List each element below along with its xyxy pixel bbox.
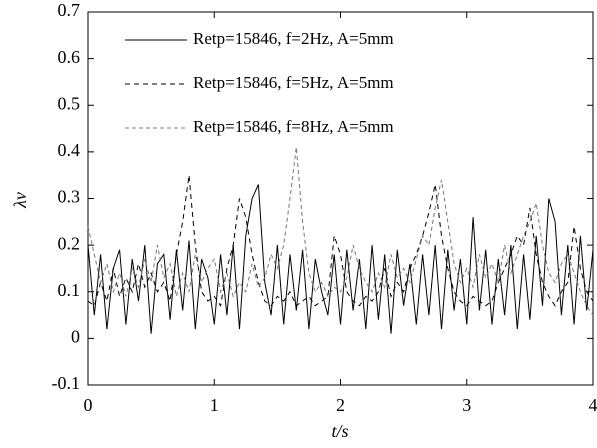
y-tick-label: 0.6: [58, 47, 81, 67]
x-tick-label: 0: [84, 395, 93, 415]
y-tick-label: 0.3: [58, 187, 81, 207]
y-tick-label: 0.2: [58, 233, 81, 253]
y-tick-label: 0.7: [58, 0, 81, 20]
y-tick-label: -0.1: [52, 373, 81, 393]
legend-label: Retp=15846, f=8Hz, A=5mm: [193, 117, 394, 136]
x-axis-label: t/s: [331, 421, 348, 441]
y-tick-label: 0.5: [58, 93, 81, 113]
y-axis-label: λv: [10, 192, 30, 209]
x-tick-label: 3: [462, 395, 471, 415]
series-line: [87, 184, 594, 334]
series-line: [87, 175, 594, 308]
y-tick-label: 0.1: [58, 280, 81, 300]
y-tick-label: 0: [71, 327, 80, 347]
legend-label: Retp=15846, f=5Hz, A=5mm: [193, 73, 394, 92]
series-line: [87, 147, 594, 316]
x-tick-label: 2: [336, 395, 345, 415]
x-tick-label: 4: [589, 395, 597, 415]
legend-label: Retp=15846, f=2Hz, A=5mm: [193, 29, 394, 48]
y-tick-label: 0.4: [58, 140, 81, 160]
x-tick-label: 1: [210, 395, 219, 415]
